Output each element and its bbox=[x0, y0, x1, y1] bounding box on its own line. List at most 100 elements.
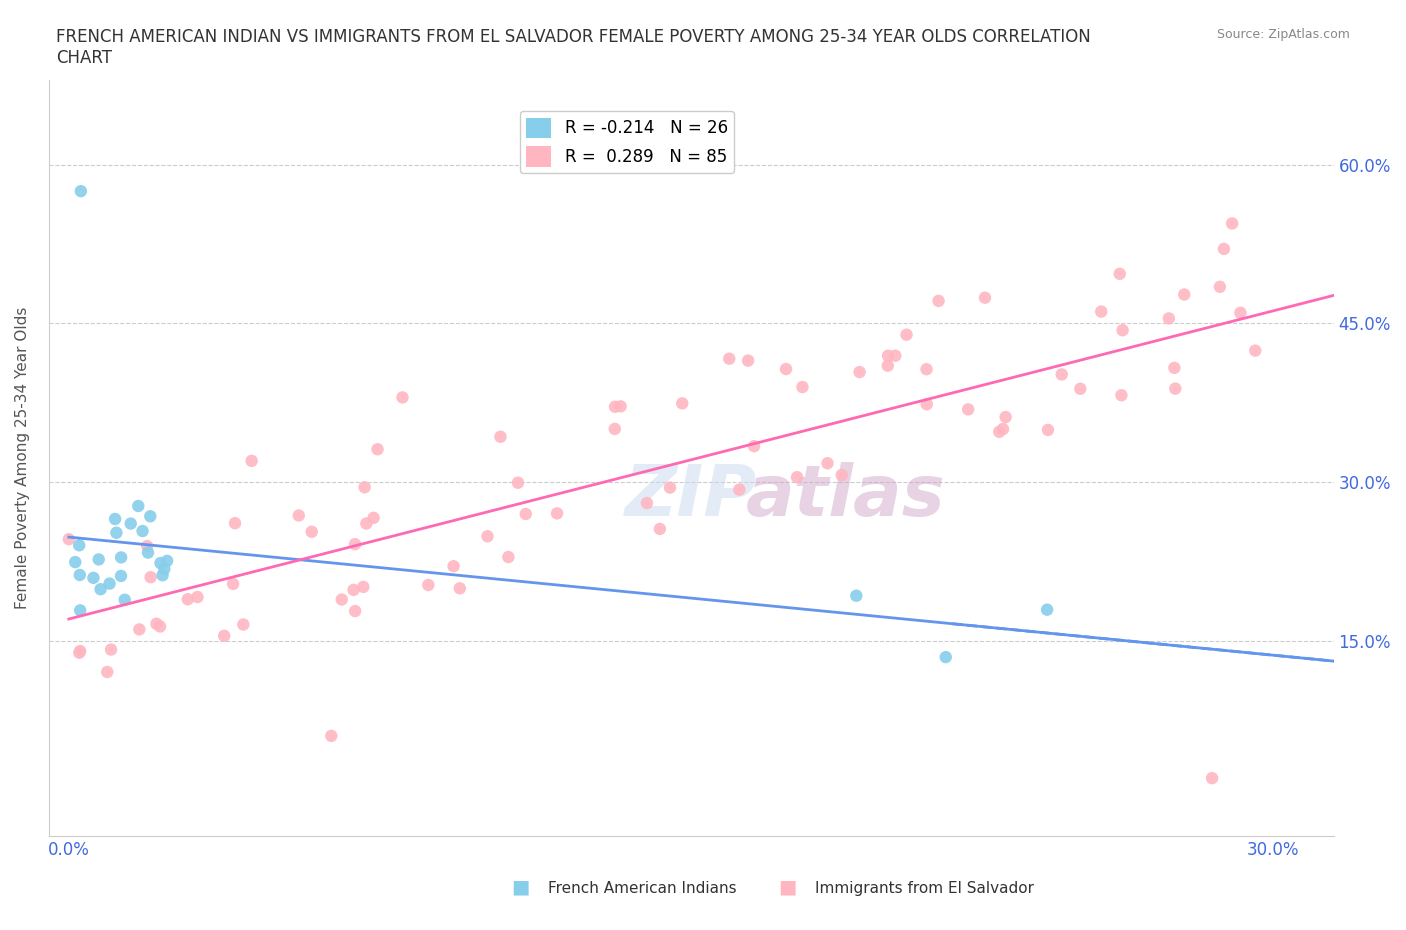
Point bbox=[603, 421, 626, 436]
Point bbox=[82, 570, 104, 585]
Point bbox=[240, 454, 263, 469]
Point bbox=[1069, 381, 1091, 396]
Text: ZIP: ZIP bbox=[626, 461, 758, 530]
Point bbox=[330, 592, 353, 607]
Point bbox=[636, 496, 658, 511]
Point bbox=[69, 603, 91, 618]
Point bbox=[974, 290, 997, 305]
Point bbox=[288, 508, 311, 523]
Point bbox=[353, 480, 375, 495]
Point bbox=[928, 294, 950, 309]
Point bbox=[110, 550, 132, 565]
Point bbox=[391, 390, 413, 405]
Point bbox=[737, 353, 759, 368]
Point bbox=[831, 468, 853, 483]
Point bbox=[232, 618, 254, 632]
Point bbox=[1244, 343, 1267, 358]
Point bbox=[1163, 361, 1185, 376]
Point bbox=[659, 480, 682, 495]
Point bbox=[96, 665, 118, 680]
Point bbox=[877, 349, 900, 364]
Text: atlas: atlas bbox=[745, 461, 945, 530]
Point bbox=[105, 525, 128, 540]
Point bbox=[212, 629, 235, 644]
Point bbox=[149, 619, 172, 634]
Point bbox=[742, 439, 765, 454]
Point bbox=[90, 582, 112, 597]
Point bbox=[477, 529, 499, 544]
Text: FRENCH AMERICAN INDIAN VS IMMIGRANTS FROM EL SALVADOR FEMALE POVERTY AMONG 25-34: FRENCH AMERICAN INDIAN VS IMMIGRANTS FRO… bbox=[56, 28, 1091, 67]
Point bbox=[1213, 242, 1236, 257]
Text: ■: ■ bbox=[778, 878, 797, 897]
Point bbox=[1090, 304, 1112, 319]
Point bbox=[127, 498, 149, 513]
Point bbox=[128, 622, 150, 637]
Point bbox=[1201, 771, 1223, 786]
Point bbox=[87, 552, 110, 567]
Point bbox=[321, 728, 343, 743]
Point bbox=[1108, 266, 1130, 281]
Point bbox=[136, 538, 159, 553]
Point bbox=[1111, 388, 1133, 403]
Point bbox=[506, 475, 529, 490]
Point bbox=[301, 525, 323, 539]
Point bbox=[845, 589, 868, 604]
Point bbox=[67, 645, 90, 660]
Text: Source: ZipAtlas.com: Source: ZipAtlas.com bbox=[1216, 28, 1350, 41]
Point bbox=[149, 555, 172, 570]
Point bbox=[775, 362, 797, 377]
Point bbox=[1111, 323, 1133, 338]
Point bbox=[367, 442, 389, 457]
Point bbox=[1209, 279, 1232, 294]
Point bbox=[153, 562, 176, 577]
Point bbox=[98, 577, 121, 591]
Point bbox=[224, 516, 246, 531]
Point bbox=[120, 516, 142, 531]
Point bbox=[915, 362, 938, 377]
Point bbox=[363, 511, 385, 525]
Point bbox=[1036, 603, 1059, 618]
Point bbox=[136, 545, 159, 560]
Point bbox=[139, 509, 162, 524]
Point bbox=[443, 559, 465, 574]
Point bbox=[1164, 381, 1187, 396]
Point bbox=[222, 577, 245, 591]
Point bbox=[344, 604, 367, 618]
Point bbox=[352, 579, 374, 594]
Point bbox=[186, 590, 208, 604]
Point bbox=[792, 379, 814, 394]
Point bbox=[489, 430, 512, 445]
Point bbox=[1229, 305, 1251, 320]
Point bbox=[131, 524, 153, 538]
Point bbox=[957, 402, 980, 417]
Point bbox=[65, 554, 87, 569]
Point bbox=[935, 650, 957, 665]
Point bbox=[884, 348, 907, 363]
Point bbox=[100, 642, 122, 657]
Point bbox=[1220, 216, 1243, 231]
Point bbox=[67, 538, 90, 552]
Point bbox=[498, 550, 520, 565]
Point bbox=[786, 470, 808, 485]
Point bbox=[152, 568, 174, 583]
Point bbox=[114, 592, 136, 607]
Point bbox=[718, 352, 741, 366]
Point bbox=[728, 482, 751, 497]
Point bbox=[1173, 287, 1195, 302]
Point bbox=[449, 581, 471, 596]
Text: ■: ■ bbox=[510, 878, 530, 897]
Point bbox=[1157, 311, 1180, 325]
Point bbox=[343, 537, 366, 551]
Point bbox=[896, 327, 918, 342]
Point bbox=[648, 522, 671, 537]
Point bbox=[342, 582, 364, 597]
Point bbox=[988, 424, 1011, 439]
Point bbox=[609, 399, 631, 414]
Point bbox=[848, 365, 870, 379]
Point bbox=[876, 358, 898, 373]
Point bbox=[603, 399, 626, 414]
Point bbox=[104, 512, 127, 526]
Text: French American Indians: French American Indians bbox=[548, 881, 737, 896]
Point bbox=[546, 506, 568, 521]
Point bbox=[69, 644, 91, 658]
